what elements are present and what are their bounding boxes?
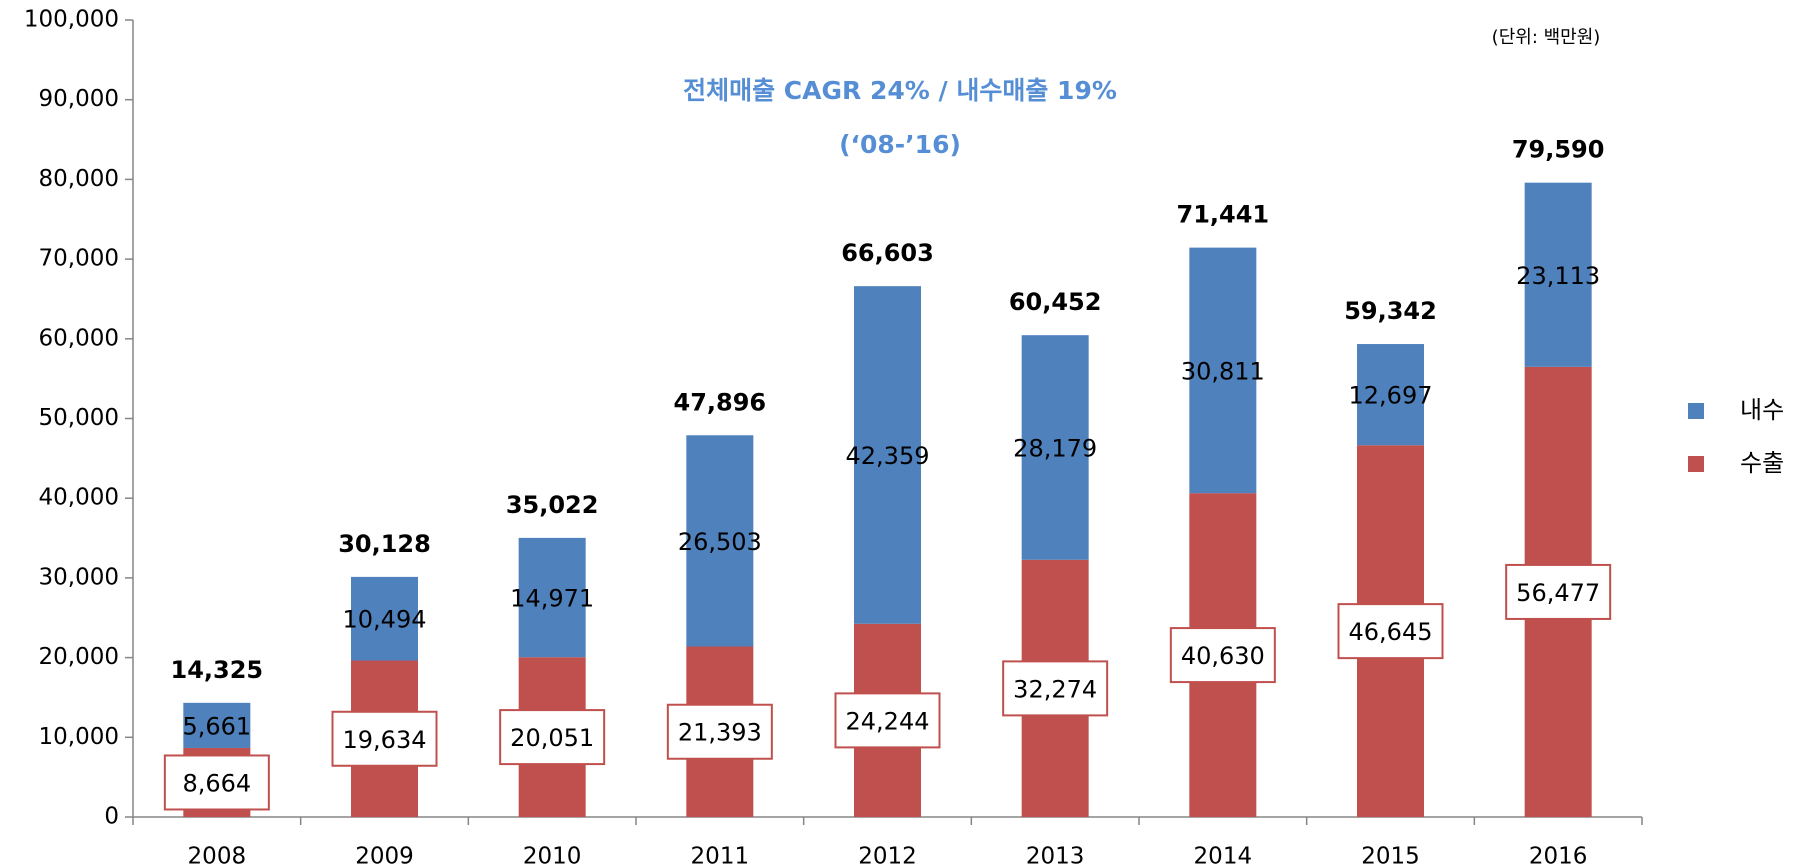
value-label: 20,051 [510,724,594,752]
legend-label: 내수 [1740,396,1784,424]
value-label: 10,494 [343,606,427,634]
value-label: 28,179 [1013,434,1097,462]
legend-label: 수출 [1740,449,1784,477]
total-label: 47,896 [674,388,767,416]
total-label: 30,128 [338,530,431,558]
value-label: 12,697 [1349,382,1433,410]
total-label: 79,590 [1512,136,1605,164]
label-box [1505,563,1612,620]
label-box [834,692,941,749]
label-box [331,710,438,767]
x-tick-label: 2014 [1194,844,1253,866]
x-tick-label: 2011 [691,844,750,866]
total-label: 60,452 [1009,288,1102,316]
annotation: 전체매출 CAGR 24% / 내수매출 19% [683,76,1117,105]
label-box [499,709,606,766]
value-label: 30,811 [1181,357,1265,385]
annotation: (‘08-’16) [839,130,961,159]
x-tick-label: 2013 [1026,844,1085,866]
legend-swatch [1688,403,1704,419]
value-label: 46,645 [1349,618,1433,646]
bar-segment [1524,182,1592,367]
label-box [1169,627,1276,684]
y-tick-label: 70,000 [39,246,119,272]
y-tick-label: 10,000 [39,724,119,750]
value-label: 32,274 [1013,675,1097,703]
y-tick-label: 60,000 [39,325,119,351]
value-label: 21,393 [678,719,762,747]
bar-segment [686,435,754,647]
x-tick-label: 2010 [523,844,582,866]
x-tick-label: 2012 [858,844,917,866]
bar-segment [1189,247,1257,494]
label-box [1337,603,1444,660]
y-tick-label: 100,000 [24,7,119,33]
value-label: 23,113 [1516,262,1600,290]
x-tick-label: 2009 [355,844,414,866]
label-box [163,754,270,811]
bar-segment [1021,335,1089,560]
bar-segment [183,702,251,748]
y-tick-label: 20,000 [39,644,119,670]
value-label: 5,661 [182,712,251,740]
bar-segment [518,537,586,658]
unit-note: (단위: 백만원) [1492,27,1601,48]
total-label: 71,441 [1177,201,1270,229]
y-tick-label: 40,000 [39,485,119,511]
value-label: 19,634 [343,726,427,754]
value-label: 40,630 [1181,642,1265,670]
legend-swatch [1688,456,1704,472]
x-tick-label: 2016 [1529,844,1588,866]
value-label: 42,359 [846,442,930,470]
value-label: 56,477 [1516,579,1600,607]
total-label: 35,022 [506,491,599,519]
y-tick-label: 80,000 [39,166,119,192]
y-tick-label: 90,000 [39,86,119,112]
bar-segment [351,576,418,661]
value-label: 24,244 [846,707,930,735]
value-label: 26,503 [678,528,762,556]
y-tick-label: 30,000 [39,564,119,590]
x-tick-label: 2015 [1361,844,1420,866]
y-tick-label: 0 [104,804,119,830]
bar-segment [854,286,921,624]
value-label: 14,971 [510,585,594,613]
value-label: 8,664 [182,769,251,797]
total-label: 14,325 [171,656,264,684]
bar-segment [1357,344,1424,446]
total-label: 66,603 [841,239,934,267]
total-label: 59,342 [1344,297,1437,325]
label-box [1002,660,1109,717]
label-box [666,703,773,760]
y-tick-label: 50,000 [39,405,119,431]
x-tick-label: 2008 [188,844,247,866]
